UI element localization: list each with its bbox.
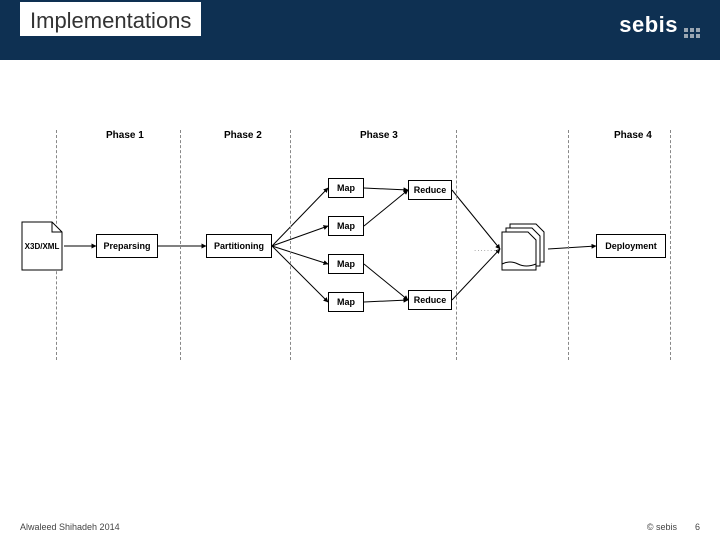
phase-label: Phase 1	[106, 130, 144, 141]
slide: Implementations sebis Phase 1Phase 2Phas…	[0, 0, 720, 540]
phase-divider	[456, 130, 457, 360]
edge	[272, 188, 328, 246]
header-bar: Implementations sebis	[0, 0, 720, 60]
footer-copyright: © sebis	[647, 522, 677, 532]
logo: sebis	[619, 12, 700, 48]
logo-text: sebis	[619, 12, 678, 38]
phase-divider	[670, 130, 671, 360]
footer-page: 6	[695, 522, 700, 532]
node-red1: Reduce	[408, 180, 452, 200]
footer: Alwaleed Shihadeh 2014 © sebis 6	[0, 514, 720, 540]
node-part: Partitioning	[206, 234, 272, 258]
edge	[272, 226, 328, 246]
phase-label: Phase 2	[224, 130, 262, 141]
edge	[364, 264, 408, 300]
node-deploy: Deployment	[596, 234, 666, 258]
flow-diagram: Phase 1 Phase 2 Phase 3 Phase 4 X3D/XML Prepa…	[20, 130, 700, 360]
logo-dots-icon	[684, 28, 700, 38]
edge	[364, 188, 408, 190]
page-title: Implementations	[30, 4, 191, 37]
node-map3: Map	[328, 254, 364, 274]
node-map4: Map	[328, 292, 364, 312]
edge	[548, 246, 596, 249]
edge	[452, 249, 500, 300]
footer-author: Alwaleed Shihadeh 2014	[20, 522, 120, 532]
edge	[364, 300, 408, 302]
edge	[452, 190, 500, 249]
node-prep: Preparsing	[96, 234, 158, 258]
phase-divider	[568, 130, 569, 360]
phase-label: Phase 4	[614, 130, 652, 141]
edge	[272, 246, 328, 302]
phase-label: Phase 3	[360, 130, 398, 141]
phase-divider	[290, 130, 291, 360]
edge	[364, 190, 408, 226]
phase-divider	[180, 130, 181, 360]
node-map2: Map	[328, 216, 364, 236]
node-map1: Map	[328, 178, 364, 198]
title-wrap: Implementations	[20, 2, 201, 36]
node-red2: Reduce	[408, 290, 452, 310]
footer-right: © sebis 6	[647, 522, 700, 532]
ellipsis: ........	[474, 244, 500, 253]
doc-stack-icon	[500, 222, 548, 276]
doc-label: X3D/XML	[20, 242, 64, 251]
